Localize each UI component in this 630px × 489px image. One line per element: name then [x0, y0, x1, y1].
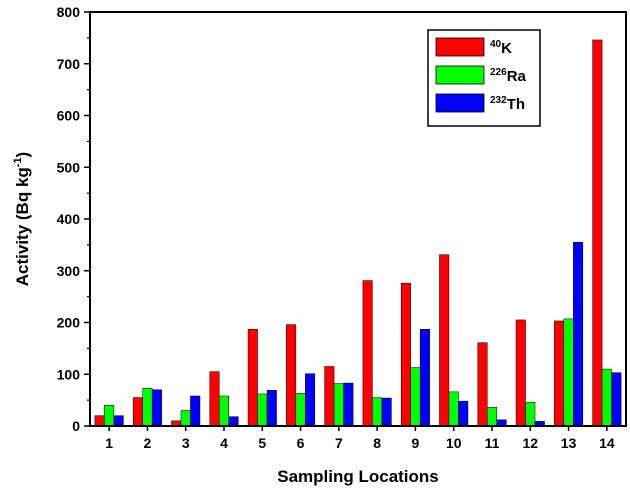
- y-tick-label: 700: [57, 56, 81, 72]
- bar-th-6: [305, 373, 316, 427]
- legend-swatch-ra: [435, 65, 485, 85]
- y-axis-label-prefix: Activity (Bq kg: [13, 167, 32, 286]
- legend-swatch-k: [435, 37, 485, 57]
- legend-label-k: 40K: [490, 39, 512, 57]
- bar-ra-9: [410, 367, 421, 427]
- y-axis-ticks: 0 100 200 300 400 500 600 700 800: [57, 4, 90, 434]
- bar-k-12: [515, 319, 526, 427]
- y-tick-label: 400: [57, 211, 81, 227]
- x-tick-label: 1: [105, 435, 113, 451]
- bar-th-3: [190, 395, 201, 427]
- bar-ra-13: [563, 318, 574, 427]
- bar-ra-4: [219, 395, 229, 427]
- y-axis-label-sup: -1: [12, 157, 24, 167]
- bar-th-9: [419, 328, 430, 427]
- bar-k-7: [324, 366, 335, 427]
- legend-label-ra: 226Ra: [490, 67, 527, 85]
- bar-ra-2: [142, 387, 153, 427]
- bar-k-9: [400, 282, 411, 427]
- bar-ra-12: [525, 401, 536, 427]
- legend-label-th: 232Th: [490, 95, 525, 113]
- x-tick-label: 11: [485, 435, 500, 451]
- y-axis-label-suffix: ): [13, 152, 32, 158]
- bar-th-2: [151, 389, 162, 427]
- x-tick-label: 14: [599, 435, 615, 451]
- x-axis-ticks: 1 2 3 4 5 6 7 8 9 10 11 12 13 14: [105, 426, 615, 451]
- bars-layer: [94, 39, 622, 427]
- bar-k-14: [592, 39, 603, 427]
- y-tick-label: 300: [57, 263, 81, 279]
- x-tick-label: 10: [446, 435, 462, 451]
- bar-th-4: [228, 416, 239, 427]
- y-tick-label: 500: [57, 159, 81, 175]
- bar-k-13: [554, 320, 565, 427]
- legend-swatch-th: [435, 93, 485, 113]
- bar-ra-5: [257, 393, 268, 427]
- bar-ra-8: [372, 397, 383, 427]
- y-tick-label: 200: [57, 315, 81, 331]
- y-tick-label: 800: [57, 4, 81, 20]
- x-tick-label: 2: [144, 435, 152, 451]
- bar-ra-3: [180, 410, 191, 427]
- x-tick-label: 5: [258, 435, 266, 451]
- bar-th-13: [573, 242, 584, 427]
- y-tick-label: 600: [57, 108, 81, 124]
- x-tick-label: 3: [182, 435, 190, 451]
- bar-k-1: [94, 415, 105, 427]
- bar-ra-14: [601, 368, 612, 427]
- x-tick-label: 4: [220, 435, 228, 451]
- bar-k-8: [362, 280, 373, 427]
- bar-ra-1: [104, 405, 115, 427]
- x-axis-label: Sampling Locations: [277, 467, 439, 486]
- bar-k-2: [132, 397, 143, 427]
- x-tick-label: 12: [522, 435, 538, 451]
- bar-ra-10: [448, 391, 459, 427]
- bar-ra-11: [487, 407, 497, 427]
- bar-ra-6: [295, 393, 306, 427]
- plot-frame: [89, 11, 627, 427]
- bar-ra-7: [333, 383, 344, 427]
- x-tick-label: 7: [335, 435, 343, 451]
- bar-k-4: [209, 371, 220, 427]
- bar-th-5: [266, 390, 277, 427]
- y-tick-label: 0: [72, 418, 80, 434]
- y-tick-label: 100: [57, 366, 81, 382]
- bar-th-1: [113, 415, 124, 427]
- bar-th-10: [458, 400, 469, 427]
- bar-k-6: [286, 324, 297, 427]
- y-axis-label: Activity (Bq kg-1): [12, 152, 32, 286]
- bar-k-5: [247, 328, 258, 427]
- x-tick-label: 9: [412, 435, 420, 451]
- bar-th-7: [343, 382, 354, 427]
- x-tick-label: 13: [561, 435, 577, 451]
- x-tick-label: 8: [373, 435, 381, 451]
- bar-th-8: [381, 397, 392, 427]
- bar-k-11: [477, 342, 488, 427]
- legend: 40K 226Ra 232Th: [427, 29, 541, 127]
- bar-k-10: [439, 254, 450, 427]
- x-tick-label: 6: [297, 435, 305, 451]
- bar-th-14: [611, 372, 622, 427]
